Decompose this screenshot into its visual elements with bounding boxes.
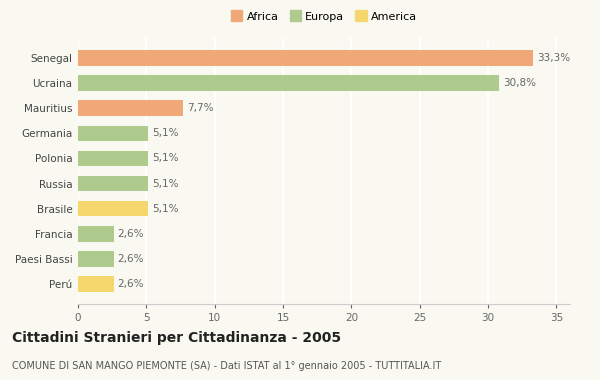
Bar	[78, 75, 499, 91]
Bar	[78, 100, 183, 116]
Text: 2,6%: 2,6%	[118, 254, 144, 264]
Bar	[78, 125, 148, 141]
Text: COMUNE DI SAN MANGO PIEMONTE (SA) - Dati ISTAT al 1° gennaio 2005 - TUTTITALIA.I: COMUNE DI SAN MANGO PIEMONTE (SA) - Dati…	[12, 361, 441, 371]
Text: 5,1%: 5,1%	[152, 179, 178, 188]
Text: 5,1%: 5,1%	[152, 154, 178, 163]
Text: 5,1%: 5,1%	[152, 204, 178, 214]
Legend: Africa, Europa, America: Africa, Europa, America	[231, 11, 417, 22]
Bar	[78, 176, 148, 192]
Text: 30,8%: 30,8%	[503, 78, 536, 88]
Text: Cittadini Stranieri per Cittadinanza - 2005: Cittadini Stranieri per Cittadinanza - 2…	[12, 331, 341, 345]
Bar	[78, 150, 148, 166]
Bar	[78, 50, 533, 66]
Bar	[78, 276, 113, 292]
Bar	[78, 251, 113, 267]
Bar	[78, 201, 148, 217]
Text: 7,7%: 7,7%	[187, 103, 214, 113]
Text: 5,1%: 5,1%	[152, 128, 178, 138]
Bar	[78, 226, 113, 242]
Text: 33,3%: 33,3%	[537, 53, 571, 63]
Text: 2,6%: 2,6%	[118, 229, 144, 239]
Text: 2,6%: 2,6%	[118, 279, 144, 289]
